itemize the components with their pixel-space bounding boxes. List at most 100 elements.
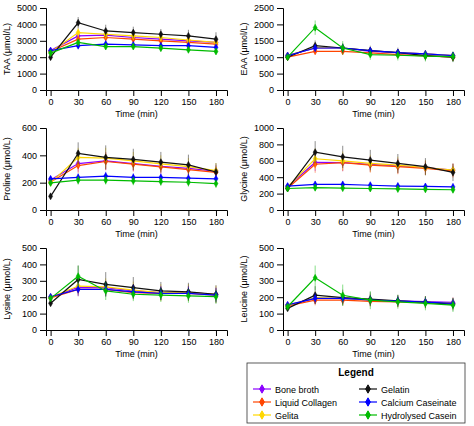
- legend-entry: Liquid Collagen: [253, 398, 337, 408]
- point: [131, 177, 135, 184]
- y-tick-label: 0: [32, 205, 37, 215]
- x-tick: 30: [74, 210, 84, 227]
- plot-area: [286, 141, 455, 193]
- x-tick-label: 90: [129, 337, 139, 347]
- x-tick: 120: [154, 90, 169, 107]
- point: [214, 168, 218, 175]
- y-tick-mark: [40, 297, 46, 298]
- panel: 03060901201501800200400600Time (min)Prol…: [2, 123, 228, 239]
- y-axis-title: EAA (μmol/L): [239, 22, 249, 75]
- x-tick-mark: [78, 90, 79, 96]
- legend-title: Legend: [338, 367, 374, 378]
- y-axis-line: [277, 129, 284, 211]
- y-tick-mark: [40, 128, 46, 129]
- point: [186, 179, 190, 186]
- x-tick-label: 180: [446, 337, 461, 347]
- x-tick-label: 180: [209, 217, 224, 227]
- point: [341, 153, 345, 160]
- x-tick-label: 120: [154, 97, 169, 107]
- point: [396, 297, 400, 304]
- x-axis: 0306090120150180: [47, 90, 228, 107]
- point: [396, 52, 400, 59]
- y-tick-label: 0: [269, 205, 274, 215]
- y-tick-label: 1000: [254, 53, 274, 63]
- y-tick-mark: [277, 330, 283, 331]
- point: [76, 39, 80, 46]
- legend-entry: Hydrolysed Casein: [359, 411, 457, 421]
- x-tick-label: 30: [311, 217, 321, 227]
- x-tick: 180: [446, 330, 461, 347]
- x-tick-label: 60: [338, 217, 348, 227]
- legend-label: Liquid Collagen: [275, 398, 337, 408]
- y-axis: 0200400600: [22, 123, 47, 215]
- legend-label: Bone broth: [275, 385, 319, 395]
- x-tick-label: 0: [49, 337, 54, 347]
- series: [286, 266, 455, 312]
- y-tick-mark: [40, 264, 46, 265]
- x-tick: 30: [74, 330, 84, 347]
- x-tick-mark: [370, 90, 371, 96]
- point: [396, 160, 400, 167]
- series-line: [288, 46, 453, 57]
- point: [396, 298, 400, 305]
- point: [396, 185, 400, 192]
- y-tick-mark: [277, 161, 283, 162]
- x-tick-label: 30: [74, 337, 84, 347]
- point: [104, 155, 108, 162]
- point: [368, 296, 372, 303]
- point: [451, 52, 455, 59]
- x-axis: 0306090120150180: [47, 330, 228, 347]
- x-axis-line: [284, 211, 465, 217]
- point: [341, 45, 345, 52]
- x-tick-mark: [288, 330, 289, 336]
- x-tick-label: 120: [391, 97, 406, 107]
- point: [451, 52, 455, 59]
- point: [159, 178, 163, 185]
- point: [131, 43, 135, 50]
- y-tick-mark: [40, 155, 46, 156]
- x-tick: 120: [391, 210, 406, 227]
- x-tick-mark: [133, 90, 134, 96]
- point: [186, 161, 190, 168]
- x-tick-mark: [51, 90, 52, 96]
- x-tick-mark: [370, 210, 371, 216]
- y-tick-label: 400: [259, 173, 274, 183]
- x-tick-mark: [425, 210, 426, 216]
- y-tick: 500: [259, 243, 283, 253]
- x-tick-mark: [453, 210, 454, 216]
- legend-entry: Bone broth: [253, 385, 319, 395]
- series-line: [51, 289, 216, 298]
- x-tick-label: 120: [391, 217, 406, 227]
- series: [286, 44, 455, 59]
- y-tick-mark: [40, 74, 46, 75]
- x-tick: 150: [418, 210, 433, 227]
- y-tick: 600: [259, 156, 283, 166]
- series: [49, 266, 218, 307]
- plot-area: [49, 142, 218, 199]
- y-tick-mark: [277, 248, 283, 249]
- x-tick: 180: [209, 210, 224, 227]
- y-tick: 1000: [254, 53, 283, 63]
- y-tick-label: 1000: [254, 123, 274, 133]
- point: [104, 287, 108, 294]
- x-tick-mark: [288, 90, 289, 96]
- x-tick: 30: [311, 210, 321, 227]
- y-tick-label: 4000: [17, 20, 37, 30]
- x-tick: 0: [286, 90, 291, 107]
- series: [286, 154, 455, 192]
- y-tick-mark: [277, 281, 283, 282]
- x-tick-mark: [398, 90, 399, 96]
- x-tick-mark: [398, 210, 399, 216]
- point: [159, 45, 163, 52]
- legend-entry: Gelita: [253, 411, 299, 421]
- legend-label: Hydrolysed Casein: [381, 411, 457, 421]
- y-axis-line: [40, 129, 47, 211]
- point: [341, 45, 345, 52]
- point: [451, 169, 455, 176]
- y-tick: 500: [22, 243, 46, 253]
- x-tick: 60: [338, 330, 348, 347]
- series: [286, 141, 455, 192]
- y-axis-title: Lysine (μmol/L): [2, 258, 12, 319]
- point: [396, 297, 400, 304]
- series-line: [288, 28, 453, 58]
